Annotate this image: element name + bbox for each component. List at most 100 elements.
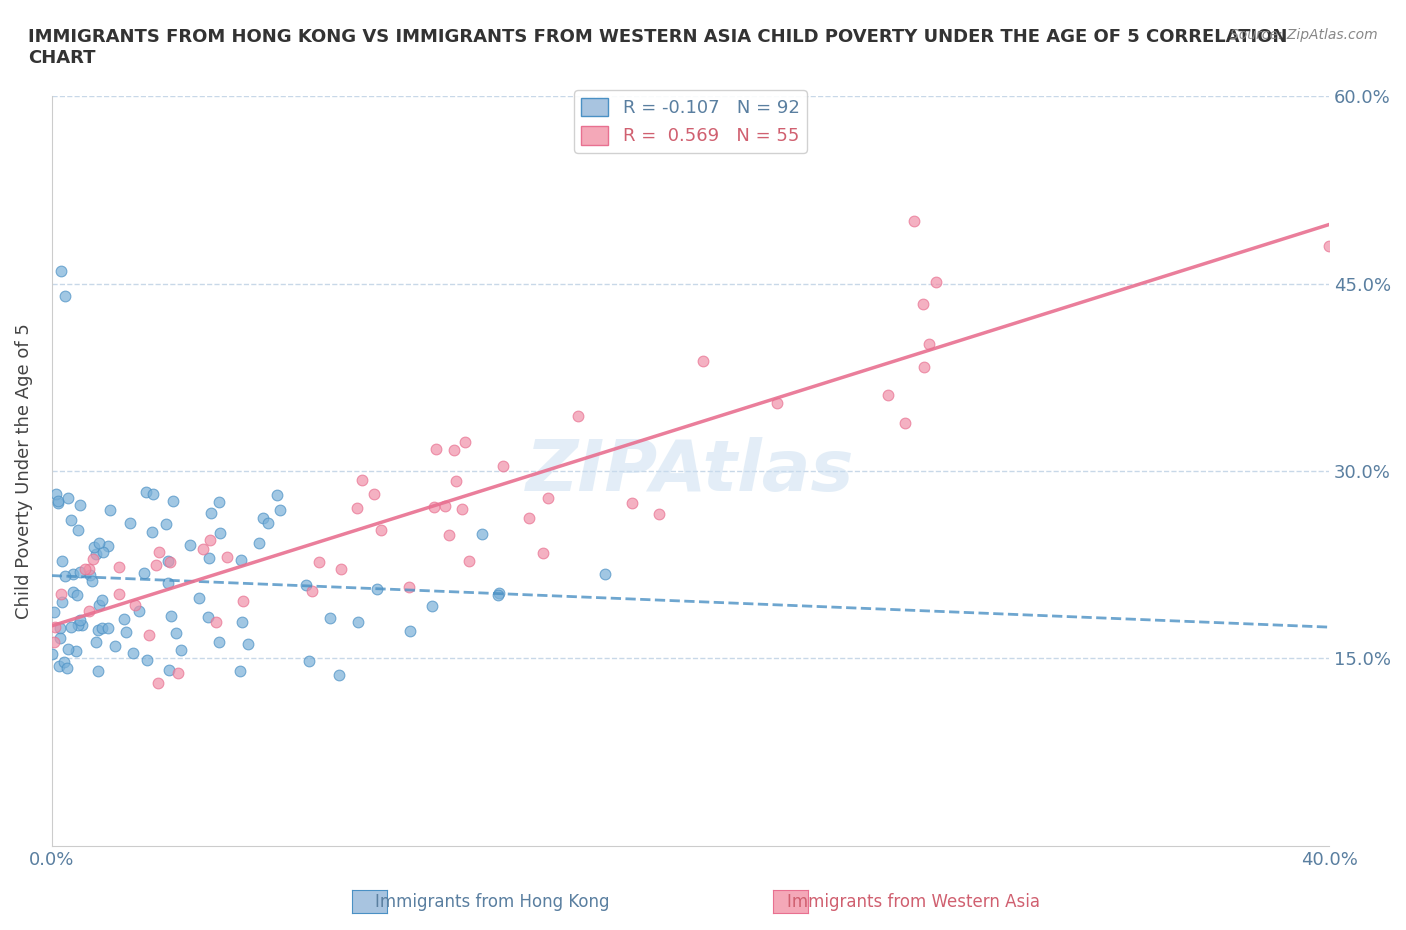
Point xyxy=(328,668,350,683)
Point xyxy=(294,578,316,592)
Point xyxy=(398,580,420,595)
Point xyxy=(352,473,374,488)
Point xyxy=(118,516,141,531)
Point xyxy=(266,487,288,502)
Point xyxy=(486,588,509,603)
Point xyxy=(87,664,110,679)
Point xyxy=(89,536,111,551)
Point xyxy=(157,576,180,591)
Point xyxy=(160,608,183,623)
Point xyxy=(48,659,70,674)
Point xyxy=(567,408,589,423)
Point xyxy=(238,636,260,651)
Point xyxy=(138,627,160,642)
Point xyxy=(91,620,114,635)
Point xyxy=(66,618,89,632)
Point xyxy=(148,544,170,559)
Point xyxy=(69,612,91,627)
Point xyxy=(46,496,69,511)
Point xyxy=(44,604,66,619)
Point xyxy=(917,337,939,352)
Point xyxy=(132,566,155,581)
Point xyxy=(128,604,150,618)
Point xyxy=(229,663,252,678)
Point xyxy=(903,214,925,229)
Point xyxy=(247,535,270,550)
Point xyxy=(62,584,84,599)
Point xyxy=(122,645,145,660)
Point xyxy=(200,505,222,520)
Point xyxy=(108,587,131,602)
Point xyxy=(425,441,447,456)
Point xyxy=(66,523,89,538)
Point xyxy=(298,653,321,668)
Point xyxy=(208,495,231,510)
Point xyxy=(46,494,69,509)
Point xyxy=(97,538,120,553)
Point xyxy=(256,515,278,530)
Point xyxy=(56,491,79,506)
Point xyxy=(197,609,219,624)
Text: ZIPAtlas: ZIPAtlas xyxy=(526,436,855,506)
Point xyxy=(51,595,73,610)
Point xyxy=(200,533,222,548)
Point xyxy=(301,584,323,599)
Point xyxy=(205,615,228,630)
Point xyxy=(49,631,72,646)
Point xyxy=(366,582,388,597)
Legend: R = -0.107   N = 92, R =  0.569   N = 55: R = -0.107 N = 92, R = 0.569 N = 55 xyxy=(574,90,807,153)
Point xyxy=(42,635,65,650)
Point xyxy=(155,517,177,532)
Point xyxy=(162,494,184,509)
Point xyxy=(108,560,131,575)
Point xyxy=(471,527,494,542)
Point xyxy=(44,620,66,635)
Point xyxy=(145,558,167,573)
Point xyxy=(620,495,643,510)
Point xyxy=(492,458,515,473)
Point xyxy=(84,635,107,650)
Point xyxy=(66,588,89,603)
Point xyxy=(191,542,214,557)
Point xyxy=(207,635,229,650)
Point xyxy=(141,525,163,539)
Point xyxy=(458,553,481,568)
Text: Immigrants from Hong Kong: Immigrants from Hong Kong xyxy=(375,894,609,911)
Point xyxy=(77,562,100,577)
Point xyxy=(188,591,211,605)
Point xyxy=(82,551,104,566)
Point xyxy=(912,359,935,374)
Point xyxy=(83,539,105,554)
Point xyxy=(229,552,252,567)
Point xyxy=(924,274,946,289)
Point xyxy=(112,612,135,627)
Point xyxy=(79,604,101,618)
Point xyxy=(517,511,540,525)
Point xyxy=(91,593,114,608)
Point xyxy=(97,620,120,635)
Point xyxy=(87,622,110,637)
Point xyxy=(59,512,82,527)
Point xyxy=(399,624,422,639)
Point xyxy=(135,653,157,668)
Point xyxy=(91,545,114,560)
Point xyxy=(876,388,898,403)
Point xyxy=(179,538,201,552)
Point xyxy=(104,639,127,654)
Point xyxy=(217,550,239,565)
Point xyxy=(434,499,457,514)
Point xyxy=(363,486,385,501)
Point xyxy=(79,567,101,582)
Point xyxy=(142,487,165,502)
Point xyxy=(170,643,193,658)
Point xyxy=(65,644,87,658)
Point xyxy=(60,619,83,634)
Point xyxy=(423,499,446,514)
Point xyxy=(595,566,617,581)
Point xyxy=(98,502,121,517)
Point xyxy=(531,546,554,561)
Text: IMMIGRANTS FROM HONG KONG VS IMMIGRANTS FROM WESTERN ASIA CHILD POVERTY UNDER TH: IMMIGRANTS FROM HONG KONG VS IMMIGRANTS … xyxy=(28,28,1288,67)
Point xyxy=(488,586,510,601)
Y-axis label: Child Poverty Under the Age of 5: Child Poverty Under the Age of 5 xyxy=(15,323,32,619)
Text: Source: ZipAtlas.com: Source: ZipAtlas.com xyxy=(1230,28,1378,42)
